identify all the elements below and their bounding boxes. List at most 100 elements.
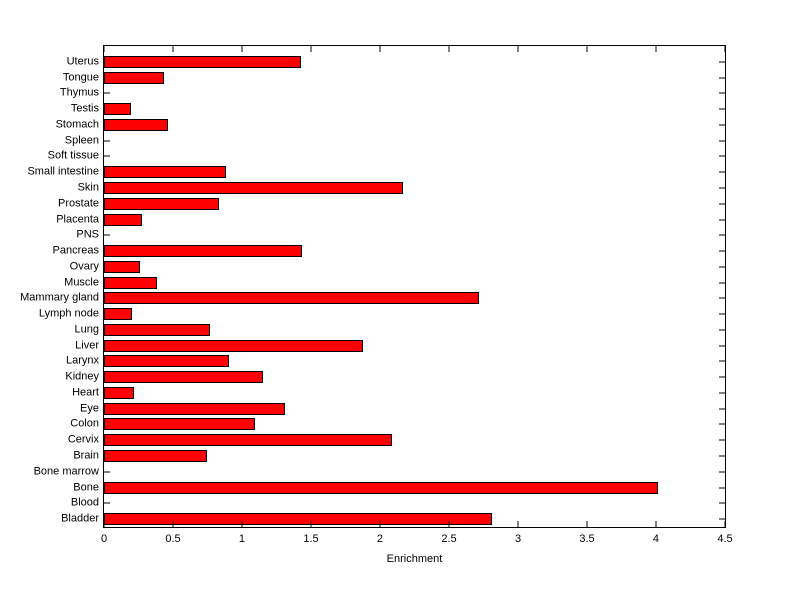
y-tick-label: Kidney	[65, 370, 99, 383]
y-tick	[719, 487, 725, 489]
y-tick	[719, 155, 725, 157]
bar-row: Heart	[72, 385, 725, 401]
bar-row: Thymus	[60, 86, 725, 102]
y-tick	[719, 219, 725, 221]
y-tick-label: Cervix	[67, 433, 99, 446]
x-tick	[586, 521, 588, 527]
bar-row: Stomach	[56, 117, 725, 133]
bar-row: Bone marrow	[34, 464, 725, 480]
y-tick-label: Larynx	[65, 354, 99, 367]
y-tick-label: Heart	[72, 386, 99, 399]
x-tick-label: 3.5	[579, 533, 595, 545]
y-tick-label: Soft tissue	[47, 149, 99, 162]
bar	[104, 434, 392, 447]
bar-row: Placenta	[56, 212, 725, 228]
y-tick	[104, 92, 110, 94]
y-tick	[104, 155, 110, 157]
x-tick	[655, 46, 657, 52]
y-tick	[104, 234, 110, 236]
y-tick-label: Colon	[70, 417, 99, 430]
bar	[104, 118, 169, 131]
bar-row: Kidney	[65, 369, 725, 385]
bar-row: Muscle	[64, 275, 725, 291]
bar-row: Pancreas	[53, 243, 725, 259]
y-tick-label: Tongue	[62, 71, 99, 84]
bar	[104, 386, 134, 399]
y-tick	[719, 455, 725, 457]
x-tick	[241, 46, 243, 52]
y-tick	[719, 297, 725, 299]
bar-row: Uterus	[67, 54, 725, 70]
y-tick	[719, 140, 725, 142]
y-tick	[719, 187, 725, 189]
y-tick-label: Brain	[73, 449, 99, 462]
y-tick	[719, 266, 725, 268]
y-tick	[719, 329, 725, 331]
plot-area: Uterus Tongue Thymus Testis Stomach Spleen Sof…	[20, 45, 733, 565]
x-tick-label: 0.5	[165, 533, 181, 545]
y-tick	[719, 250, 725, 252]
y-tick-label: Bladder	[61, 512, 99, 525]
x-tick	[724, 46, 726, 52]
x-tick	[103, 521, 105, 527]
bar-row: Soft tissue	[48, 149, 725, 165]
y-tick	[719, 471, 725, 473]
bar	[104, 402, 286, 415]
bar	[104, 182, 403, 194]
bar-row: Testis	[71, 101, 725, 117]
x-tick	[379, 46, 381, 52]
x-tick	[172, 46, 174, 52]
y-tick-label: Placenta	[56, 213, 99, 226]
y-tick	[719, 77, 725, 79]
x-tick-label: 2	[376, 533, 384, 545]
bar-row: Colon	[70, 417, 725, 433]
y-tick	[719, 360, 725, 362]
bar	[104, 513, 493, 526]
x-tick-label: 4.5	[717, 533, 733, 545]
x-tick	[172, 521, 174, 527]
x-tick	[241, 521, 243, 527]
y-tick-label: Pancreas	[52, 244, 99, 257]
bar-row: Eye	[80, 401, 725, 417]
x-tick	[517, 521, 519, 527]
y-tick-label: Lymph node	[38, 307, 99, 320]
bar	[104, 418, 256, 431]
y-tick-label: Stomach	[55, 118, 99, 131]
bar	[104, 308, 133, 321]
y-tick	[719, 392, 725, 394]
bar-row: Small intestine	[27, 164, 725, 180]
x-tick	[103, 46, 105, 52]
y-tick	[719, 408, 725, 410]
bar-row: Cervix	[68, 432, 725, 448]
y-tick-label: Uterus	[66, 55, 99, 68]
x-tick	[448, 521, 450, 527]
x-tick	[379, 521, 381, 527]
y-tick-label: Spleen	[64, 134, 99, 147]
bar	[104, 260, 141, 273]
bar	[104, 292, 479, 305]
y-tick	[104, 471, 110, 473]
bar	[104, 55, 301, 68]
x-tick	[586, 46, 588, 52]
y-tick-label: Thymus	[59, 86, 99, 99]
y-tick-label: Eye	[80, 402, 99, 415]
bar-row: Mammary gland	[20, 290, 725, 306]
bar	[104, 213, 142, 226]
bar-row: Prostate	[58, 196, 725, 212]
bar	[104, 450, 207, 463]
bar-row: Lymph node	[39, 306, 725, 322]
x-tick	[448, 46, 450, 52]
y-tick	[719, 282, 725, 284]
y-tick-label: Lung	[74, 323, 99, 336]
y-tick	[104, 140, 110, 142]
bar	[104, 71, 164, 84]
y-tick	[719, 518, 725, 520]
x-tick-label: 1	[238, 533, 246, 545]
bar-row: PNS	[76, 227, 725, 243]
y-tick-label: Bone marrow	[33, 465, 99, 478]
x-tick	[310, 46, 312, 52]
bar-row: Brain	[73, 448, 725, 464]
bar-row: Bone	[73, 480, 725, 496]
bar	[104, 245, 302, 258]
